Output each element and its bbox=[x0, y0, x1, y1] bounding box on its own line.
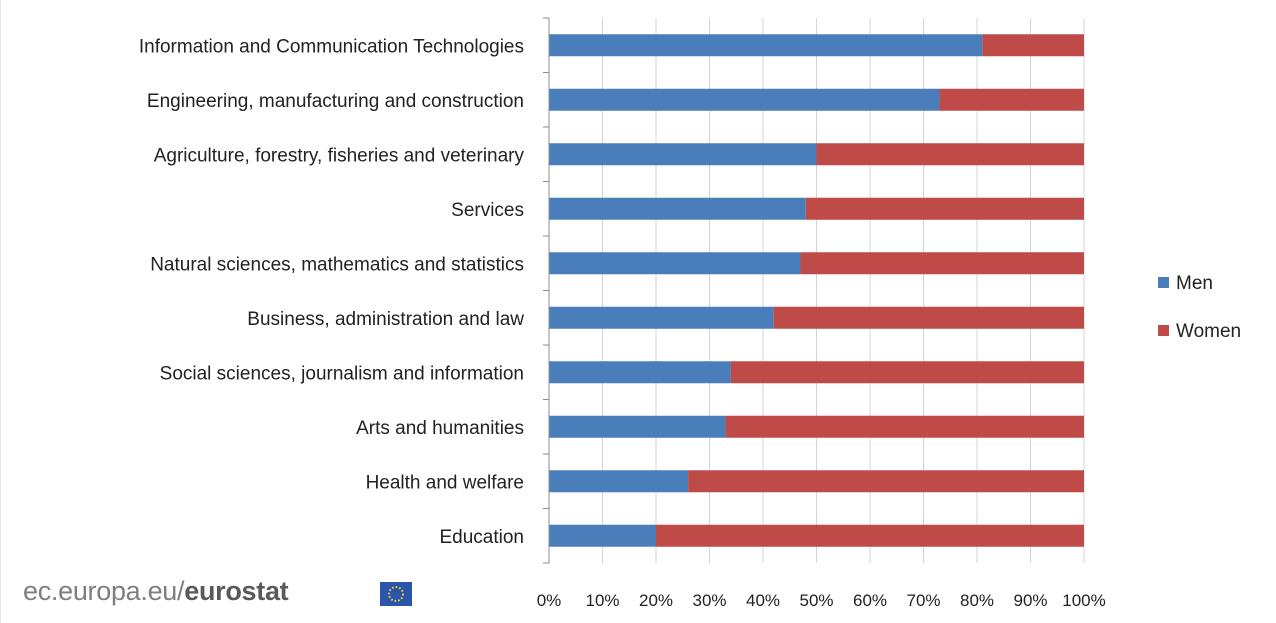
category-label: Social sciences, journalism and informat… bbox=[160, 363, 524, 384]
category-label: Health and welfare bbox=[366, 472, 524, 493]
bar-women bbox=[800, 252, 1084, 275]
category-label: Education bbox=[439, 527, 524, 548]
x-tick-label: 60% bbox=[853, 591, 887, 610]
x-tick-label: 80% bbox=[960, 591, 994, 610]
category-label: Information and Communication Technologi… bbox=[139, 36, 524, 57]
bar-men bbox=[549, 88, 940, 111]
legend-label-men: Men bbox=[1176, 273, 1213, 294]
y-axis bbox=[543, 17, 550, 564]
x-tick-label: 90% bbox=[1013, 591, 1047, 610]
legend-swatch-women bbox=[1158, 325, 1169, 336]
bar-men bbox=[549, 197, 806, 220]
source-url: ec.europa.eu/ bbox=[23, 576, 185, 606]
legend-label-women: Women bbox=[1176, 321, 1241, 342]
x-tick-label: 50% bbox=[799, 591, 833, 610]
source-attribution: ec.europa.eu/eurostat bbox=[23, 576, 289, 607]
bar-women bbox=[730, 361, 1084, 384]
x-tick-label: 40% bbox=[746, 591, 780, 610]
bar-women bbox=[773, 306, 1084, 329]
eu-flag-icon bbox=[380, 582, 412, 606]
bar-men bbox=[549, 524, 656, 547]
category-label: Agriculture, forestry, fisheries and vet… bbox=[154, 145, 525, 166]
bars bbox=[549, 34, 1084, 547]
x-tick-label: 30% bbox=[692, 591, 726, 610]
bar-men bbox=[549, 143, 817, 166]
legend-swatch-men bbox=[1158, 277, 1169, 288]
x-tick-labels: 0% 10% 20% 30% 40% 50% 60% 70% 80% 90% 100% bbox=[537, 591, 1106, 610]
bar-women bbox=[939, 88, 1084, 111]
bar-women bbox=[816, 143, 1084, 166]
category-label: Natural sciences, mathematics and statis… bbox=[150, 254, 524, 275]
category-labels: Information and Communication Technologi… bbox=[139, 36, 525, 548]
bar-women bbox=[982, 34, 1084, 57]
bar-men bbox=[549, 415, 726, 438]
category-label: Business, administration and law bbox=[247, 309, 524, 330]
category-label: Services bbox=[451, 200, 524, 221]
x-tick-label: 70% bbox=[906, 591, 940, 610]
category-label: Engineering, manufacturing and construct… bbox=[147, 91, 524, 112]
x-tick-label: 100% bbox=[1062, 591, 1105, 610]
x-tick-label: 20% bbox=[639, 591, 673, 610]
x-tick-label: 0% bbox=[537, 591, 562, 610]
bar-women bbox=[725, 415, 1084, 438]
bar-women bbox=[656, 524, 1084, 547]
eu-stars-icon bbox=[388, 586, 404, 602]
bar-men bbox=[549, 470, 689, 493]
source-brand: eurostat bbox=[184, 576, 289, 606]
bar-men bbox=[549, 306, 774, 329]
category-label: Arts and humanities bbox=[356, 418, 524, 439]
x-tick-label: 10% bbox=[585, 591, 619, 610]
bar-men bbox=[549, 34, 983, 57]
bar-women bbox=[688, 470, 1084, 493]
bar-men bbox=[549, 361, 731, 384]
bar-women bbox=[805, 197, 1084, 220]
legend: Men Women bbox=[1158, 273, 1241, 342]
bar-men bbox=[549, 252, 801, 275]
